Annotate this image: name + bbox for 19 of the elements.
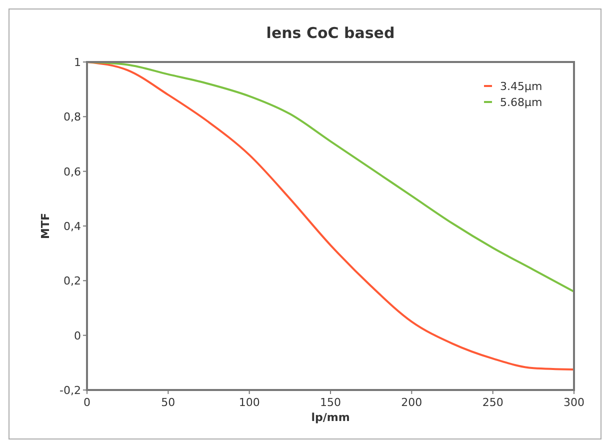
x-tick-label: 100: [238, 396, 260, 409]
y-tick-label: 0,6: [64, 165, 81, 178]
x-tick-label: 150: [320, 396, 341, 409]
y-tick-label: 0,8: [64, 110, 81, 124]
x-tick-label: 0: [84, 396, 90, 409]
x-tick-label: 300: [564, 396, 584, 409]
y-tick-label: 0,4: [64, 220, 81, 233]
x-axis-title: lp/mm: [311, 411, 350, 424]
y-tick-label: 0,2: [64, 274, 81, 288]
chart-title: lens CoC based: [266, 24, 395, 42]
y-tick-label: 0: [74, 329, 81, 342]
y-tick-label: 1: [74, 56, 81, 69]
legend-label: 5.68µm: [500, 96, 542, 109]
x-tick-label: 250: [482, 396, 504, 409]
x-tick-label: 50: [161, 396, 176, 409]
y-tick-label: -0,2: [60, 384, 81, 397]
x-tick-label: 200: [401, 396, 422, 409]
y-axis-title: MTF: [39, 213, 52, 239]
legend-label: 3.45µm: [500, 80, 542, 93]
